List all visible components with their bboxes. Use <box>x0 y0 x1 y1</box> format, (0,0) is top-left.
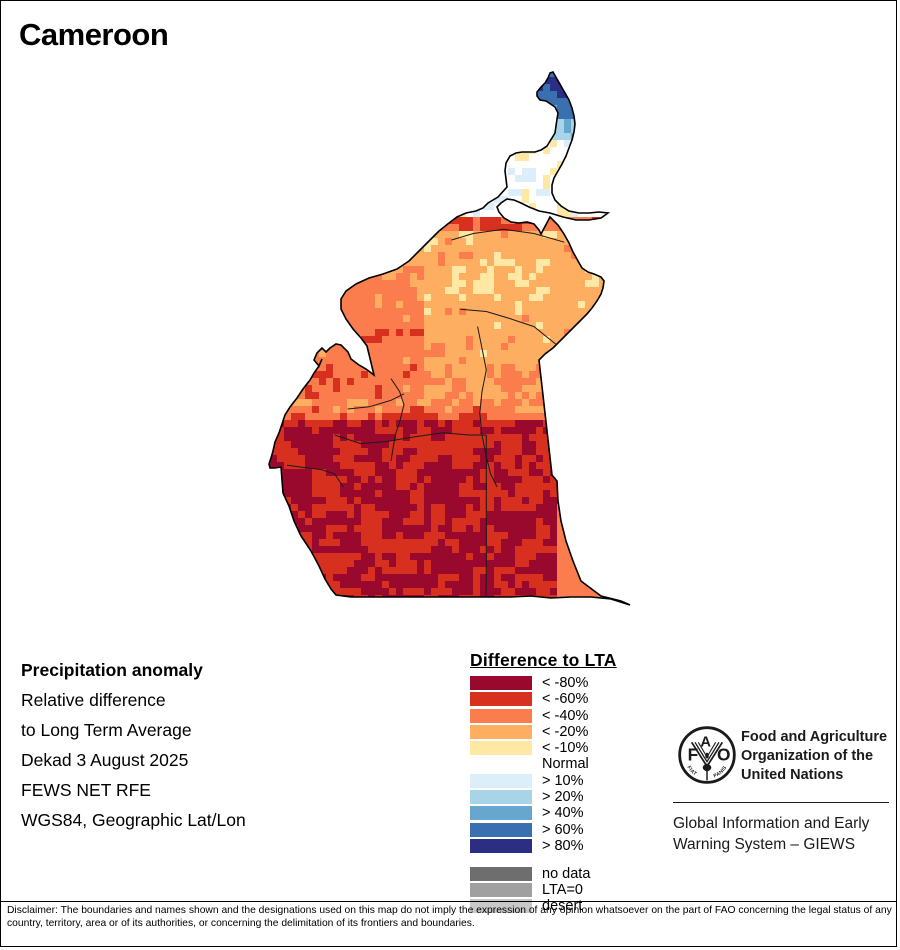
svg-text:O: O <box>717 744 730 764</box>
svg-text:F: F <box>688 744 699 764</box>
svg-text:A: A <box>700 734 711 750</box>
